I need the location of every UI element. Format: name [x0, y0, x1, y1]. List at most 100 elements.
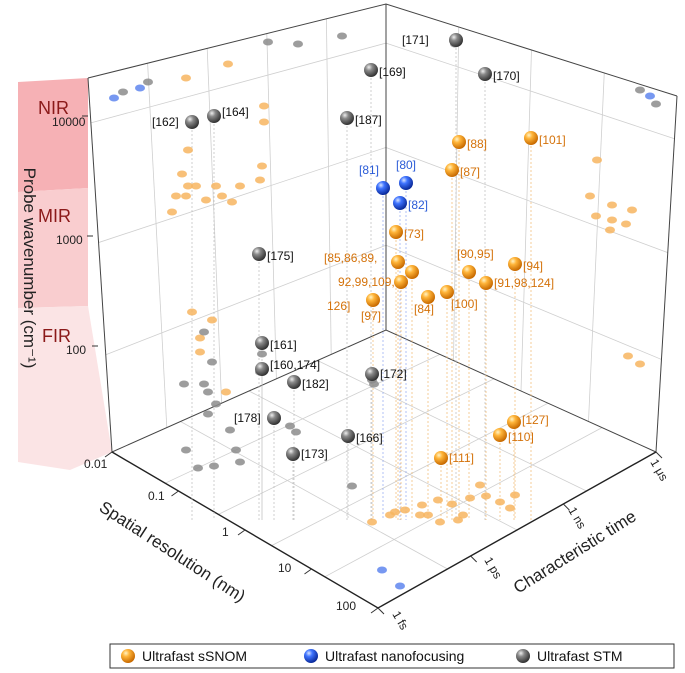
point-label: [178]: [234, 411, 261, 425]
point-label: [82]: [408, 198, 428, 212]
point-label: [166]: [356, 431, 383, 445]
projection-shadow: [199, 380, 209, 388]
point-label: [171]: [402, 33, 429, 47]
projection-shadow: [183, 146, 193, 154]
point-label: [127]: [522, 413, 549, 427]
x-tick: [104, 451, 113, 458]
y-tick: [377, 607, 385, 615]
point-label: [182]: [302, 377, 329, 391]
point-label: [80]: [396, 158, 416, 172]
projection-shadow: [177, 170, 187, 178]
band-nir: [18, 78, 88, 192]
projection-shadow: [481, 492, 491, 500]
projection-shadow: [259, 118, 269, 126]
band-mir: [18, 188, 88, 308]
projection-shadow: [195, 348, 205, 356]
point-label: [94]: [523, 259, 543, 273]
point-label: [101]: [539, 133, 566, 147]
y-tick-label: 1 ps: [481, 555, 504, 582]
projection-shadow: [181, 74, 191, 82]
cube-frame: [87, 3, 678, 609]
legend-label: Ultrafast STM: [537, 648, 623, 664]
projection-shadow: [400, 506, 410, 514]
projection-shadow: [607, 201, 617, 209]
y-tick: [470, 555, 478, 563]
data-point: [405, 265, 419, 279]
projection-shadow: [211, 182, 221, 190]
band-label-mir: MIR: [38, 206, 71, 226]
projection-shadow: [453, 516, 463, 524]
legend-marker-sSNOM: [121, 649, 135, 663]
projection-shadow: [181, 446, 191, 454]
projection-shadow: [231, 446, 241, 454]
x-tick: [237, 529, 246, 536]
legend-label: Ultrafast nanofocusing: [325, 648, 464, 664]
legend-marker-nanofocusing: [304, 649, 318, 663]
projection-shadow: [635, 86, 645, 94]
y-tick: [655, 451, 663, 459]
legend-marker-STM: [516, 649, 530, 663]
point-label: [172]: [380, 367, 407, 381]
legend-box: [109, 643, 675, 669]
point-label: [91,98,124]: [494, 276, 554, 290]
data-point: [507, 415, 521, 429]
data-point: [462, 265, 476, 279]
band-label-fir: FIR: [42, 326, 71, 346]
y-tick-label: 1 ns: [565, 505, 588, 532]
legend: Ultrafast sSNOM Ultrafast nanofocusing U…: [109, 643, 675, 669]
data-point: [340, 111, 354, 125]
projection-shadow: [143, 78, 153, 86]
x-tick-label: 0.01: [84, 457, 108, 471]
projection-shadow: [592, 156, 602, 164]
y-tick-label: 1 fs: [389, 609, 411, 633]
projection-shadow: [259, 102, 269, 110]
projection-shadow: [377, 566, 387, 574]
projection-shadow: [607, 216, 617, 224]
x-tick: [171, 490, 179, 497]
projection-shadow: [645, 92, 655, 100]
projection-shadow: [171, 192, 181, 200]
data-point: [391, 255, 405, 269]
x-tick-label: 0.1: [148, 489, 165, 503]
point-label: [87]: [460, 165, 480, 179]
point-label: [162]: [152, 115, 179, 129]
projection-shadow: [367, 518, 377, 526]
point-label: [88]: [467, 137, 487, 151]
projection-shadow: [591, 212, 601, 220]
projection-shadow: [417, 501, 427, 509]
point-label: [173]: [301, 447, 328, 461]
data-point: [452, 135, 466, 149]
data-point: [393, 196, 407, 210]
y-tick: [562, 503, 570, 511]
projection-shadow: [235, 182, 245, 190]
point-label: [160,174]: [270, 358, 320, 372]
projection-shadow: [395, 582, 405, 590]
projection-shadow: [221, 388, 231, 396]
point-label: [84]: [414, 302, 434, 316]
point-label: [81]: [359, 163, 379, 177]
projection-shadow: [118, 88, 128, 96]
data-point: [449, 33, 463, 47]
projection-shadow: [605, 226, 615, 234]
z-tick-label: 1000: [56, 233, 83, 247]
point-label: [169]: [379, 65, 406, 79]
band-label-nir: NIR: [38, 98, 69, 118]
projection-shadow: [423, 511, 433, 519]
projection-shadow: [435, 518, 445, 526]
data-point: [440, 285, 454, 299]
projection-shadow: [207, 358, 217, 366]
data-point: [185, 115, 199, 129]
projection-shadow: [207, 316, 217, 324]
point-label: [110]: [508, 430, 534, 444]
projection-shadow: [255, 176, 265, 184]
projection-shadow: [201, 196, 211, 204]
z-tick-label: 10000: [52, 115, 86, 129]
projection-shadow: [447, 500, 457, 508]
data-points: [88] [101] [87] [73] [85,86,89, 92,99,109, 126…: [152, 33, 566, 465]
y-tick-label: 1 μs: [647, 457, 671, 484]
projection-shadow: [263, 38, 273, 46]
data-point: [399, 176, 413, 190]
point-label: [187]: [355, 113, 382, 127]
point-label: [111]: [449, 451, 474, 465]
